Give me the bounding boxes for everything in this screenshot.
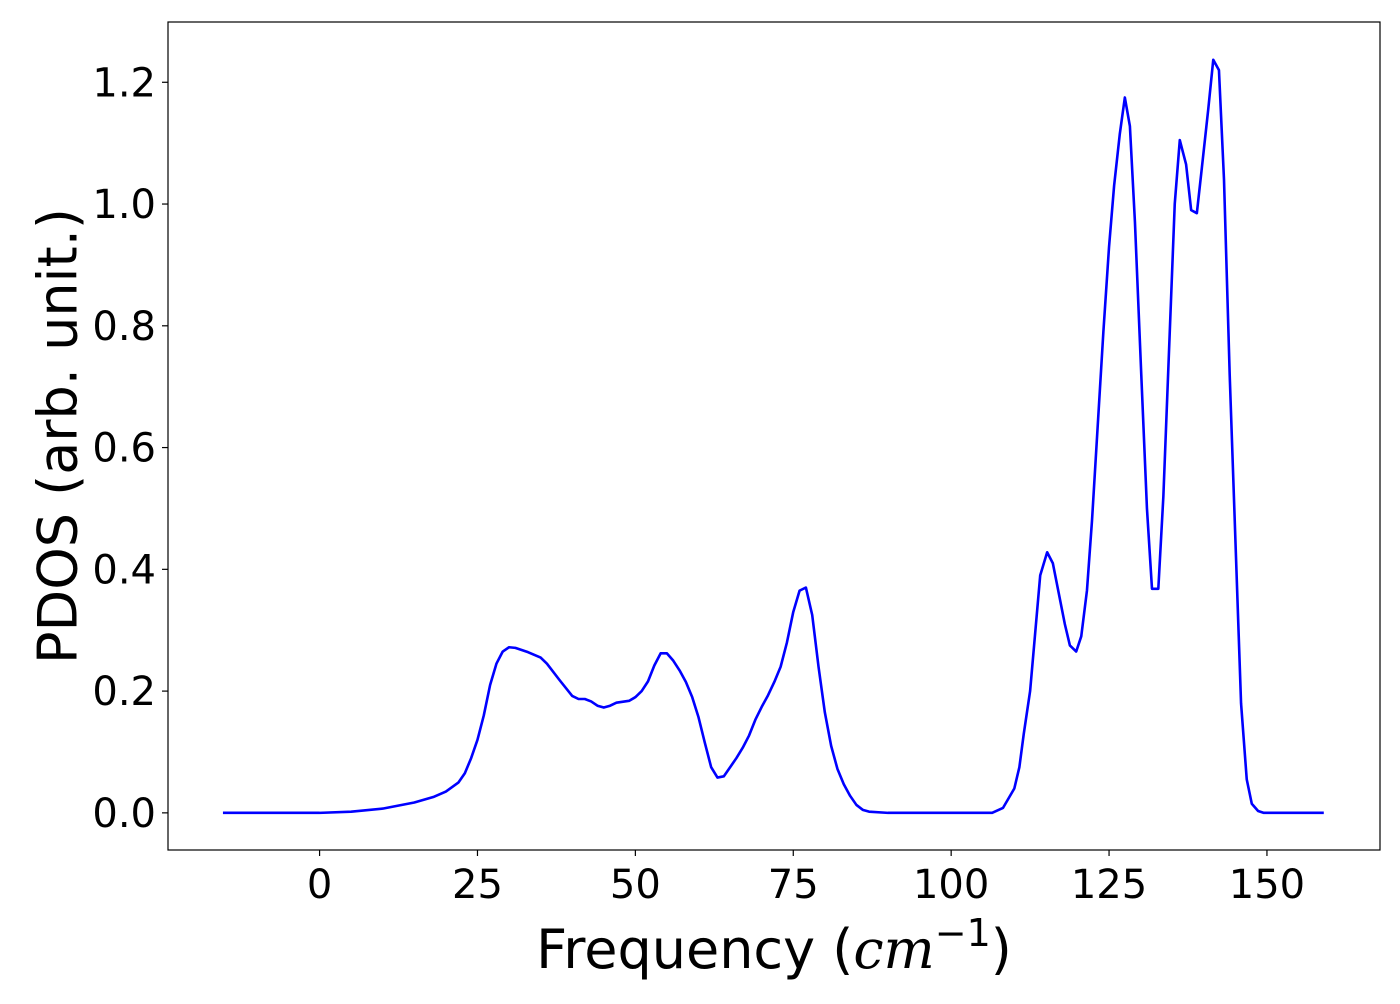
- x-tick-label: 125: [1071, 862, 1147, 908]
- x-tick-label: 25: [452, 862, 503, 908]
- x-tick-label: 75: [768, 862, 819, 908]
- x-tick-label: 0: [307, 862, 332, 908]
- data-line: [222, 58, 1324, 815]
- y-tick-label: 0.6: [92, 426, 156, 472]
- x-axis-label: Frequency (cm−1): [536, 911, 1012, 981]
- y-axis-label: PDOS (arb. unit.): [27, 208, 90, 664]
- plot-frame: [167, 21, 1381, 851]
- y-tick-label: 0.0: [92, 791, 156, 837]
- x-tick-label: 50: [610, 862, 661, 908]
- y-tick-label: 0.2: [92, 669, 156, 715]
- x-tick-label: 100: [913, 862, 989, 908]
- x-tick-label: 150: [1229, 862, 1305, 908]
- y-tick-label: 0.8: [92, 304, 156, 350]
- y-tick-label: 1.2: [92, 60, 156, 106]
- y-tick-label: 1.0: [92, 182, 156, 228]
- y-tick-label: 0.4: [92, 547, 156, 593]
